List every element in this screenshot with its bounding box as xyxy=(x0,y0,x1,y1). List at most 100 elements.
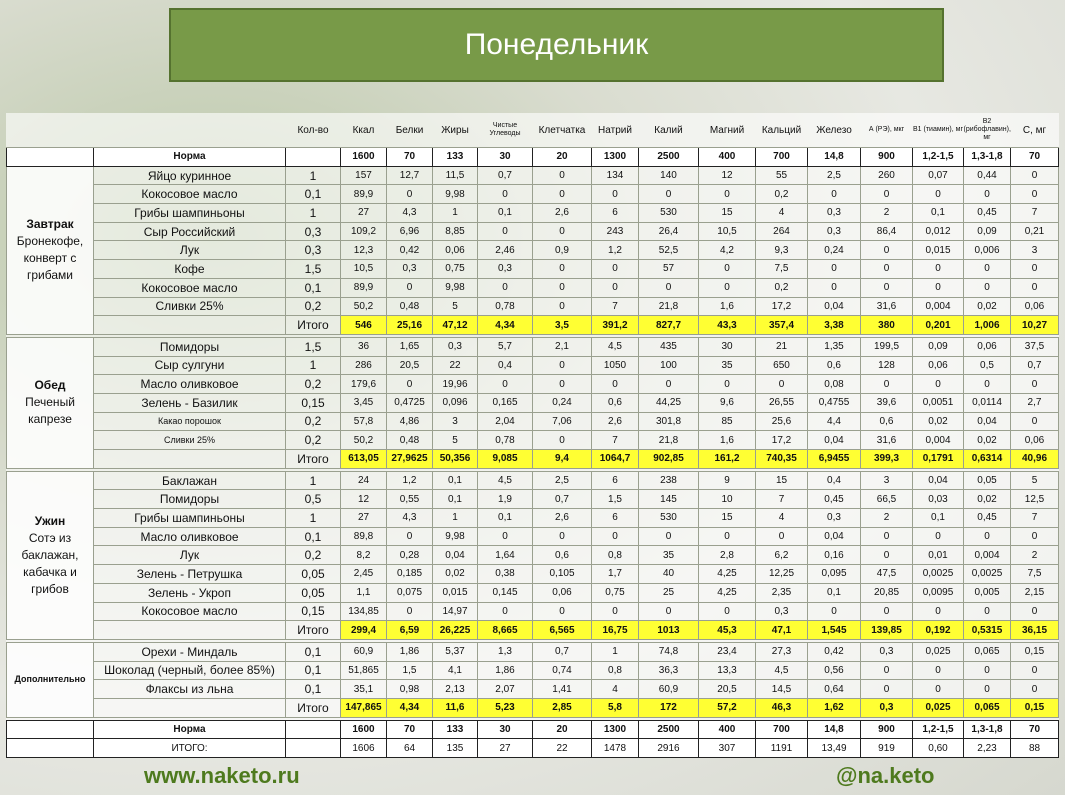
product-name: Флаксы из льна xyxy=(93,679,286,699)
meal-name: Дополнительно xyxy=(14,674,86,685)
column-header: Кальций xyxy=(755,113,808,148)
instagram-handle[interactable]: @na.keto xyxy=(836,763,935,788)
website-link[interactable]: www.naketo.ru xyxy=(144,763,300,788)
nutrient-value: 0,4 xyxy=(807,470,861,491)
nutrient-value: 0,3 xyxy=(386,259,433,279)
nutrient-value: 7 xyxy=(591,296,639,317)
nutrient-value: 134 xyxy=(591,165,639,186)
nutrient-value: 0,78 xyxy=(477,296,533,317)
total-value: 27,9625 xyxy=(386,449,433,469)
nutrient-value: 3 xyxy=(1010,240,1059,261)
nutrient-value: 0,3 xyxy=(807,221,861,242)
product-name: Сливки 25% xyxy=(93,296,286,317)
norma-value: 133 xyxy=(432,147,478,167)
nutrient-value: 4,25 xyxy=(698,564,756,584)
nutrient-value: 0,78 xyxy=(477,430,533,450)
nutrient-value: 109,2 xyxy=(340,221,387,242)
food-row: Дополнительно Орехи - Миндаль 0,1 60,9 1,86 5… xyxy=(6,641,1059,718)
nutrient-value: 0 xyxy=(860,545,913,566)
grand-total-value: 307 xyxy=(698,738,756,758)
column-header: Железо xyxy=(807,113,861,148)
nutrient-value: 0 xyxy=(912,259,964,279)
nutrient-value: 0 xyxy=(532,184,592,205)
header-empty xyxy=(93,113,286,148)
nutrient-value: 0,04 xyxy=(912,470,964,491)
nutrient-value: 2,45 xyxy=(340,564,387,584)
total-spacer xyxy=(93,620,286,640)
total-value: 1,006 xyxy=(963,315,1011,335)
product-qty: 0,1 xyxy=(285,660,341,681)
nutrient-value: 0,1 xyxy=(477,508,533,528)
day-title: Понедельник xyxy=(464,28,649,61)
product-qty: 1,5 xyxy=(285,259,341,279)
nutrient-value: 12 xyxy=(698,165,756,186)
nutrient-value: 2,5 xyxy=(807,165,861,186)
norma-value: 1300 xyxy=(591,719,639,740)
nutrient-value: 0 xyxy=(532,165,592,186)
nutrient-value: 1 xyxy=(432,508,478,528)
nutrient-value: 0,02 xyxy=(963,489,1011,510)
meal-total-row: Итого 299,4 6,59 26,225 8,665 6,565 16,75 1013 4… xyxy=(7,620,1059,640)
nutrient-value: 0,42 xyxy=(807,641,861,662)
nutrient-value: 0,04 xyxy=(807,526,861,547)
nutrient-value: 0 xyxy=(638,374,699,394)
norma-spacer xyxy=(6,147,94,167)
nutrient-value: 0,005 xyxy=(963,582,1011,603)
nutrient-value: 435 xyxy=(638,336,699,357)
nutrient-value: 57 xyxy=(638,259,699,279)
nutrient-value: 0,015 xyxy=(432,582,478,603)
nutrient-value: 2,6 xyxy=(591,411,639,432)
total-label: Итого xyxy=(285,620,341,640)
total-value: 0,5315 xyxy=(963,620,1011,640)
nutrient-value: 12,5 xyxy=(1010,489,1059,510)
grand-total-value: 135 xyxy=(432,738,478,758)
nutrient-value: 9,98 xyxy=(432,184,478,205)
nutrient-value: 0,3 xyxy=(477,259,533,279)
nutrient-value: 145 xyxy=(638,489,699,510)
meal-description: Сотэ из баклажан, кабачка и грибов xyxy=(21,530,79,596)
nutrient-value: 0 xyxy=(1010,411,1059,432)
norma-value: 700 xyxy=(755,719,808,740)
nutrition-table: Кол-во Ккал Белки Жиры Чистые Углеводы Клетча… xyxy=(6,113,1059,758)
nutrient-value: 0,48 xyxy=(386,296,433,317)
nutrient-value: 0 xyxy=(532,355,592,376)
norma-value: 400 xyxy=(698,719,756,740)
nutrient-value: 0 xyxy=(1010,660,1059,681)
nutrient-value: 199,5 xyxy=(860,336,913,357)
total-value: 6,59 xyxy=(386,620,433,640)
meal-name: Обед xyxy=(34,378,66,393)
total-value: 16,75 xyxy=(591,620,639,640)
nutrient-value: 100 xyxy=(638,355,699,376)
product-name: Грибы шампиньоны xyxy=(93,508,286,528)
product-name: Масло оливковое xyxy=(93,374,286,394)
norma-value: 70 xyxy=(1010,719,1059,740)
nutrient-value: 128 xyxy=(860,355,913,376)
norma-value: 14,8 xyxy=(807,719,861,740)
norma-value: 20 xyxy=(532,147,592,167)
nutrient-value: 0 xyxy=(963,679,1011,699)
nutrient-value: 0 xyxy=(532,221,592,242)
total-value: 47,1 xyxy=(755,620,808,640)
product-name: Зелень - Базилик xyxy=(93,392,286,413)
nutrient-value: 301,8 xyxy=(638,411,699,432)
food-row: Завтрак Бронекофе, конверт с грибами Яйцо … xyxy=(6,165,1059,335)
nutrient-value: 0 xyxy=(755,374,808,394)
norma-value: 2500 xyxy=(638,719,699,740)
nutrient-value: 15 xyxy=(755,470,808,491)
nutrient-value: 0 xyxy=(912,277,964,298)
total-value: 25,16 xyxy=(386,315,433,335)
total-value: 4,34 xyxy=(386,697,433,718)
meal-description: Бронекофе, конверт с грибами xyxy=(16,234,84,283)
product-qty: 0,1 xyxy=(285,526,341,547)
total-value: 43,3 xyxy=(698,315,756,335)
nutrient-value: 50,2 xyxy=(340,430,387,450)
food-row: Масло оливковое 0,1 89,8 0 9,98 0 0 0 0 0 0 0,04 0 0 0… xyxy=(7,526,1059,547)
norma-value: 30 xyxy=(477,719,533,740)
food-row: Лук 0,3 12,3 0,42 0,06 2,46 0,9 1,2 52,5 4,2 9,3 0,… xyxy=(7,240,1059,261)
total-value: 26,225 xyxy=(432,620,478,640)
nutrient-value: 0,03 xyxy=(912,489,964,510)
nutrient-value: 0 xyxy=(912,679,964,699)
nutrient-value: 1,2 xyxy=(591,240,639,261)
total-label: Итого xyxy=(285,697,341,718)
total-value: 172 xyxy=(638,697,699,718)
